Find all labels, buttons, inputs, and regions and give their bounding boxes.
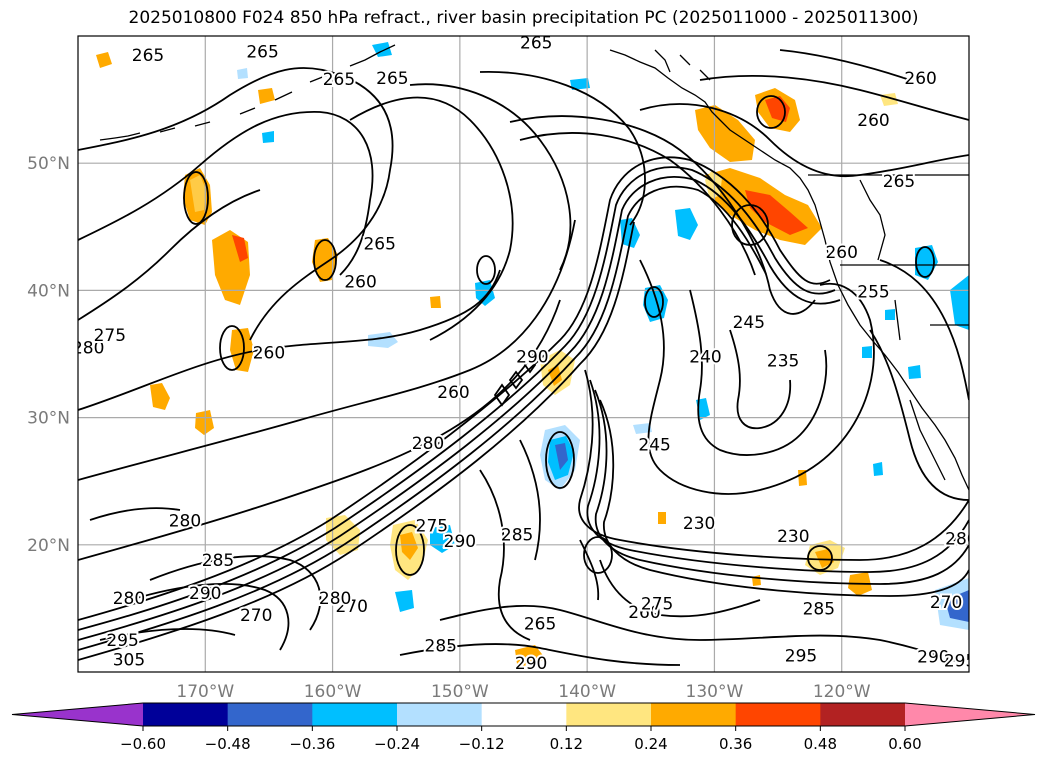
colorbar-tick-label: −0.48 bbox=[205, 735, 251, 753]
contour-label: 275 bbox=[416, 517, 448, 537]
contour-label: 260 bbox=[437, 383, 469, 403]
colorbar-tick-label: 0.48 bbox=[804, 735, 837, 753]
contour-label: 280 bbox=[319, 589, 351, 609]
contour-label: 260 bbox=[253, 344, 285, 364]
contour-label: 270 bbox=[930, 593, 962, 613]
lat-tick-label: 50°N bbox=[27, 154, 70, 174]
contour-label: 280 bbox=[412, 434, 444, 454]
colorbar-segment bbox=[481, 703, 567, 726]
lon-tick-label: 140°W bbox=[558, 682, 616, 700]
contour-label: 265 bbox=[524, 615, 556, 635]
contour-label: 305 bbox=[113, 650, 145, 670]
contour-label: 275 bbox=[94, 326, 126, 346]
colorbar-tick-label: 0.36 bbox=[719, 735, 752, 753]
contour-label: 280 bbox=[113, 589, 145, 609]
contour-label: 295 bbox=[106, 631, 138, 651]
colorbar-tick-label: −0.60 bbox=[120, 735, 166, 753]
contour-label: 260 bbox=[857, 111, 889, 131]
contour-label: 285 bbox=[501, 526, 533, 546]
contour-label: 230 bbox=[683, 514, 715, 534]
contour-label: 260 bbox=[825, 243, 857, 263]
colorbar-tick-label: 0.12 bbox=[550, 735, 583, 753]
colorbar-segment bbox=[566, 703, 652, 726]
contour-label: 290 bbox=[444, 532, 476, 552]
colorbar-low-extension bbox=[12, 703, 143, 726]
contour-label: 295 bbox=[785, 646, 817, 666]
contour-label: 235 bbox=[767, 351, 799, 371]
contour-label: 245 bbox=[638, 435, 670, 455]
colorbar-tick-label: 0.60 bbox=[888, 735, 921, 753]
lat-tick-label: 40°N bbox=[27, 281, 70, 301]
colorbar-segment bbox=[820, 703, 906, 726]
colorbar-outline bbox=[11, 702, 1036, 727]
coastlines bbox=[99, 44, 969, 491]
contour-label: 265 bbox=[363, 234, 395, 254]
colorbar-segment bbox=[651, 703, 737, 726]
colorbar-segment bbox=[227, 703, 313, 726]
contour-label: 270 bbox=[240, 606, 272, 626]
colorbar-segment bbox=[735, 703, 821, 726]
axis-tick-labels: 170°W 160°W 150°W 140°W 130°W 120°W 50°N 40°N 30… bbox=[27, 154, 871, 700]
lon-tick-label: 170°W bbox=[176, 682, 234, 700]
contour-label: 290 bbox=[189, 584, 221, 604]
contour-label: 285 bbox=[425, 636, 457, 656]
contour-label: 295 bbox=[944, 652, 976, 672]
colorbar-tick-label: −0.36 bbox=[289, 735, 335, 753]
contour-label: 260 bbox=[344, 272, 376, 292]
refractivity-contours bbox=[78, 49, 969, 666]
contour-label: 265 bbox=[520, 33, 552, 53]
contour-label: 285 bbox=[202, 551, 234, 571]
contour-label: 260 bbox=[628, 603, 660, 623]
contour-label: 290 bbox=[515, 654, 547, 674]
contour-label: 265 bbox=[323, 70, 355, 90]
contour-label: 275 bbox=[641, 594, 673, 614]
map-title: 2025010800 F024 850 hPa refract., river … bbox=[128, 8, 919, 28]
contour-label: 270 bbox=[335, 597, 367, 617]
contour-label: 245 bbox=[733, 313, 765, 333]
lat-tick-label: 20°N bbox=[27, 536, 70, 556]
contour-label: 265 bbox=[376, 69, 408, 89]
contour-label: 260 bbox=[904, 69, 936, 89]
contour-label: 230 bbox=[777, 527, 809, 547]
colorbar-tick-label: 0.24 bbox=[634, 735, 667, 753]
lat-tick-label: 30°N bbox=[27, 409, 70, 429]
contour-label: 285 bbox=[803, 599, 835, 619]
contour-label: 265 bbox=[883, 172, 915, 192]
contour-label: 255 bbox=[857, 283, 889, 303]
colorbar-segment bbox=[397, 703, 483, 726]
contour-label: 290 bbox=[516, 348, 548, 368]
lon-tick-label: 150°W bbox=[431, 682, 489, 700]
colorbar-segment bbox=[143, 703, 229, 726]
colorbar-ticks: −0.60 −0.48 −0.36 −0.24 −0.12 0.12 0.24 0.36 0.4… bbox=[120, 726, 922, 753]
map-frame bbox=[77, 35, 970, 673]
contour-label: 280 bbox=[169, 512, 201, 532]
contour-label: 280 bbox=[72, 339, 104, 359]
lon-tick-label: 120°W bbox=[813, 682, 871, 700]
lon-tick-label: 130°W bbox=[686, 682, 744, 700]
contour-label: 290 bbox=[917, 648, 949, 668]
contour-label: 265 bbox=[246, 42, 278, 62]
colorbar-tick-label: −0.12 bbox=[459, 735, 505, 753]
colorbar-tick-label: −0.24 bbox=[374, 735, 420, 753]
contour-label: 280 bbox=[945, 529, 977, 549]
colorbar-segments bbox=[11, 702, 1036, 727]
contour-label: 265 bbox=[132, 46, 164, 66]
contour-label: 240 bbox=[689, 348, 721, 368]
lon-tick-label: 160°W bbox=[304, 682, 362, 700]
colorbar-segment bbox=[312, 703, 398, 726]
colorbar-high-extension bbox=[905, 703, 1035, 726]
